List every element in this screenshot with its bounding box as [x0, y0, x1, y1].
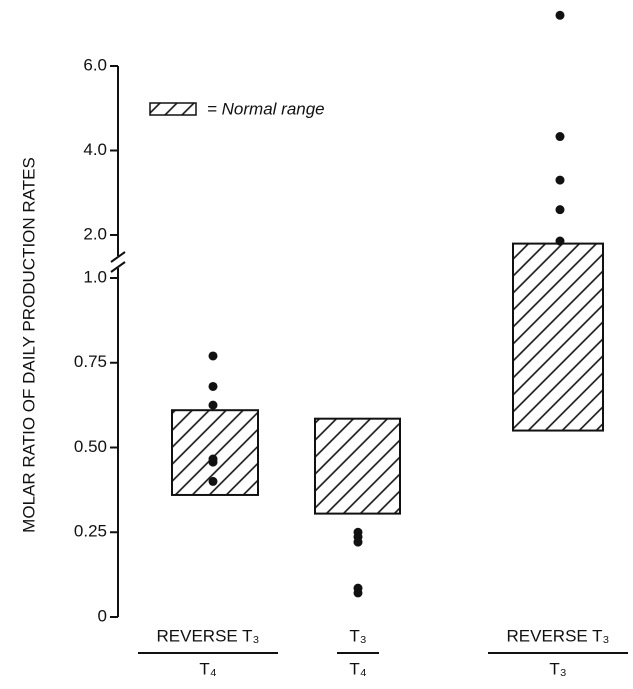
- axis-break: [110, 251, 126, 263]
- y-tick-label: 0.25: [74, 522, 107, 541]
- axis-break: [110, 261, 126, 273]
- data-point: [555, 236, 565, 246]
- data-point: [208, 457, 218, 467]
- data-point: [353, 588, 363, 598]
- normal-range-box: [314, 417, 401, 515]
- data-point: [208, 476, 218, 486]
- category-denominator: T₄: [349, 659, 366, 678]
- y-tick-label: 6.0: [83, 55, 107, 74]
- y-tick-label: 4.0: [83, 140, 107, 159]
- normal-range-box: [512, 242, 604, 432]
- data-point: [208, 400, 218, 410]
- y-tick-label: 0.50: [74, 437, 107, 456]
- data-point: [353, 537, 363, 547]
- category-denominator: T₄: [199, 659, 216, 678]
- y-tick-label: 1.0: [83, 267, 107, 286]
- data-point: [555, 10, 565, 20]
- y-tick-label: 2.0: [83, 224, 107, 243]
- data-point: [555, 205, 565, 215]
- y-axis-label: MOLAR RATIO OF DAILY PRODUCTION RATES: [19, 157, 38, 533]
- data-point: [555, 132, 565, 142]
- y-tick-label: 0.75: [74, 352, 107, 371]
- category-denominator: T₃: [549, 659, 566, 678]
- legend-label: = Normal range: [207, 99, 325, 118]
- category-numerator: REVERSE T₃: [507, 626, 610, 645]
- data-point: [208, 351, 218, 361]
- category-numerator: T₃: [349, 626, 366, 645]
- data-point: [555, 175, 565, 185]
- y-tick-label: 0: [98, 606, 107, 625]
- category-numerator: REVERSE T₃: [157, 626, 260, 645]
- data-point: [208, 381, 218, 391]
- legend-swatch: [149, 102, 197, 116]
